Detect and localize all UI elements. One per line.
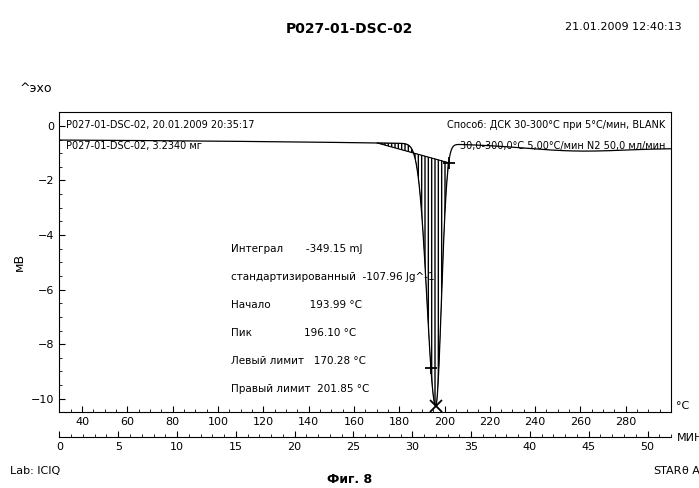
Text: Правый лимит  201.85 °С: Правый лимит 201.85 °С [231,384,369,394]
Text: P027-01-DSC-02, 3.2340 мг: P027-01-DSC-02, 3.2340 мг [66,141,201,151]
Text: θ ASW 8.10: θ ASW 8.10 [682,466,699,476]
Text: Способ: ДСК 30-300°С при 5°С/мин, BLANK: Способ: ДСК 30-300°С при 5°С/мин, BLANK [447,120,665,130]
Text: °С: °С [675,401,689,411]
Text: Интеграл       -349.15 mJ: Интеграл -349.15 mJ [231,244,362,254]
Text: P027-01-DSC-02: P027-01-DSC-02 [286,22,413,36]
Text: Lab: ICIQ: Lab: ICIQ [10,466,61,476]
Text: Начало            193.99 °С: Начало 193.99 °С [231,300,361,310]
Y-axis label: мВ: мВ [13,253,26,271]
Text: Пик                196.10 °С: Пик 196.10 °С [231,328,356,338]
Text: P027-01-DSC-02, 20.01.2009 20:35:17: P027-01-DSC-02, 20.01.2009 20:35:17 [66,120,254,130]
Text: Фиг. 8: Фиг. 8 [327,472,372,486]
Text: STAR: STAR [653,466,682,476]
Text: стандартизированный  -107.96 Jg^-1: стандартизированный -107.96 Jg^-1 [231,272,434,282]
Text: ^эхо: ^эхо [20,82,52,95]
Text: 21.01.2009 12:40:13: 21.01.2009 12:40:13 [565,22,682,32]
Text: МИН: МИН [677,433,699,443]
Text: Левый лимит   170.28 °С: Левый лимит 170.28 °С [231,356,366,366]
Text: 30,0-300,0°С 5,00°С/мин N2 50,0 мл/мин: 30,0-300,0°С 5,00°С/мин N2 50,0 мл/мин [459,141,665,151]
